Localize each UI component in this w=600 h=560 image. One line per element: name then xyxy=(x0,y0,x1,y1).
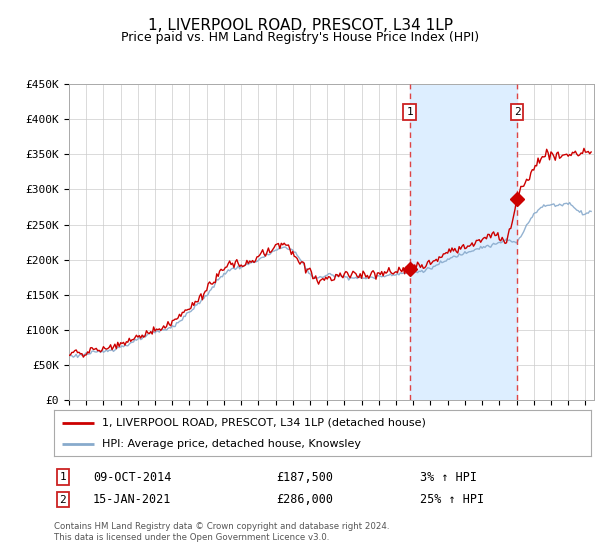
Text: 1, LIVERPOOL ROAD, PRESCOT, L34 1LP (detached house): 1, LIVERPOOL ROAD, PRESCOT, L34 1LP (det… xyxy=(103,418,426,428)
Bar xyxy=(410,84,517,400)
Text: This data is licensed under the Open Government Licence v3.0.: This data is licensed under the Open Gov… xyxy=(54,533,329,542)
Text: 1, LIVERPOOL ROAD, PRESCOT, L34 1LP: 1, LIVERPOOL ROAD, PRESCOT, L34 1LP xyxy=(148,18,452,33)
Text: £187,500: £187,500 xyxy=(276,470,333,484)
Text: 2: 2 xyxy=(59,494,67,505)
Text: 09-OCT-2014: 09-OCT-2014 xyxy=(93,470,172,484)
Text: 3% ↑ HPI: 3% ↑ HPI xyxy=(420,470,477,484)
Text: Contains HM Land Registry data © Crown copyright and database right 2024.: Contains HM Land Registry data © Crown c… xyxy=(54,522,389,531)
Text: 1: 1 xyxy=(59,472,67,482)
Text: HPI: Average price, detached house, Knowsley: HPI: Average price, detached house, Know… xyxy=(103,439,361,449)
Text: 1: 1 xyxy=(406,107,413,117)
Text: 15-JAN-2021: 15-JAN-2021 xyxy=(93,493,172,506)
Text: Price paid vs. HM Land Registry's House Price Index (HPI): Price paid vs. HM Land Registry's House … xyxy=(121,31,479,44)
Text: £286,000: £286,000 xyxy=(276,493,333,506)
Text: 25% ↑ HPI: 25% ↑ HPI xyxy=(420,493,484,506)
Text: 2: 2 xyxy=(514,107,521,117)
